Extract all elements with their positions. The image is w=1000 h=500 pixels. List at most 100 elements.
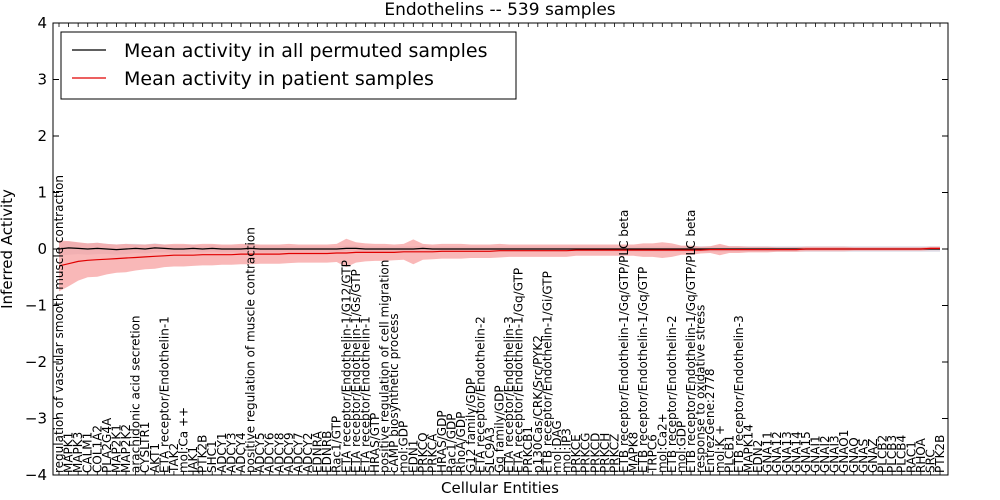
entity-labels: regulation of vascular smooth muscle con… xyxy=(52,175,947,474)
entity-label: ADCY9 xyxy=(282,432,296,473)
entity-label: ETA receptor/Endothelin-1/G12/GTP xyxy=(339,260,353,473)
entity-label: HRAS/GDP xyxy=(435,410,449,473)
entity-label: PRKCD xyxy=(588,433,602,473)
legend: Mean activity in all permuted samples Me… xyxy=(60,31,517,100)
entity-label: MAPK14 xyxy=(742,424,756,473)
entity-label: GNA13 xyxy=(780,431,794,473)
entity-label: MAPK1 xyxy=(62,432,76,473)
entity-label: mol:K + xyxy=(713,425,727,473)
entity-label: SRC xyxy=(923,449,937,473)
entity-label: EDN2 xyxy=(751,440,765,473)
entity-label: GNAZ xyxy=(866,438,880,473)
entity-label: PLCB1 xyxy=(722,435,736,473)
entity-label: ETA receptor/Endothelin-2 xyxy=(473,316,487,473)
y-tick-label: −2 xyxy=(25,353,47,371)
entity-label: EDNRA xyxy=(311,430,325,473)
entity-label: MAP2K2 xyxy=(119,424,133,473)
entity-label: PLA2G4A xyxy=(100,417,114,473)
entity-label: MAP2K1 xyxy=(110,424,124,473)
entity-label: ADCY7 xyxy=(291,432,305,473)
entity-label: response to oxidative stress xyxy=(694,305,708,473)
entity-label: GNAO1 xyxy=(837,430,851,473)
y-axis-title: Inferred Activity xyxy=(0,189,16,309)
entity-label: TRPC6 xyxy=(646,434,660,474)
entity-label: ETB receptor/Endothelin-3 xyxy=(732,315,746,473)
entity-label: ADCY2 xyxy=(301,432,315,473)
y-axis: −4 −3 −2 −1 0 1 2 3 4 xyxy=(25,14,948,484)
entity-label: ADCY1 xyxy=(215,432,229,473)
entity-label: RAC1 xyxy=(904,441,918,473)
entity-label: ETA receptor/Endothelin-1 xyxy=(358,316,372,473)
entity-label: GNAQ xyxy=(847,437,861,473)
entity-label: mol:Ca2+ xyxy=(655,413,669,473)
entity-label: PRKCQ xyxy=(416,432,430,473)
entity-label: positive regulation of cell migration xyxy=(378,260,392,473)
entity-label: ETB receptor/Endothelin-1/Gq/GTP/PLC bet… xyxy=(617,210,631,473)
entity-label: GNA14 xyxy=(789,431,803,473)
entity-label: CALM1 xyxy=(81,432,95,473)
entity-label: PTK2B xyxy=(933,435,947,473)
legend-label-permuted: Mean activity in all permuted samples xyxy=(124,40,487,62)
entity-label: PRKCA xyxy=(426,433,440,473)
entity-label: ETB receptor/Endothelin-1/Gi/GTP xyxy=(540,271,554,473)
entity-label: ADCY3 xyxy=(224,432,238,473)
entity-label: GNA12 xyxy=(770,431,784,473)
entity-label: ETA receptor/Endothelin-1 xyxy=(157,316,171,473)
entity-label: ADCY6 xyxy=(263,432,277,473)
entity-label: G12 family/GDP xyxy=(464,378,478,473)
entity-label: EntrezGene:2778 xyxy=(703,369,717,474)
entity-label: EDN1 xyxy=(406,440,420,473)
y-tick-label: 3 xyxy=(37,71,47,89)
entity-label: MAPK8 xyxy=(627,432,641,473)
entity-label: PRKCZ xyxy=(607,434,621,473)
y-tick-label: 2 xyxy=(37,127,47,145)
entity-label: CYSLTR1 xyxy=(138,422,152,473)
x-axis-ticks xyxy=(58,23,941,475)
entity-label: Rac1/GTP xyxy=(330,416,344,473)
entity-label: JAK1 xyxy=(186,446,200,474)
entity-label: SHC1 xyxy=(205,440,219,473)
entity-label: mol:GDP xyxy=(397,421,411,473)
entity-label: GNA15 xyxy=(799,431,813,473)
y-tick-label: 1 xyxy=(37,184,47,202)
entity-label: PRKCH xyxy=(598,433,612,473)
y-tick-label: 4 xyxy=(37,14,47,32)
entity-label: GNAI3 xyxy=(828,435,842,473)
entity-label: AKT1 xyxy=(148,443,162,473)
entity-label: SLC9A3 xyxy=(483,427,497,473)
entity-label: ADCY8 xyxy=(272,432,286,473)
entity-label: positive regulation of muscle contractio… xyxy=(244,227,258,473)
entity-label: Gq family/GDP xyxy=(493,385,507,473)
entity-label: arachidonic acid secretion xyxy=(129,316,143,473)
entity-label: ETA receptor/Endothelin-3 xyxy=(502,316,516,473)
y-tick-label: −4 xyxy=(25,466,47,484)
y-tick-label: −1 xyxy=(25,297,47,315)
entity-label: GNA11 xyxy=(761,431,775,473)
legend-box xyxy=(60,31,517,100)
entity-label: GNAS xyxy=(856,439,870,473)
entity-label: PLCB4 xyxy=(895,435,909,473)
entity-label: GNAI2 xyxy=(818,435,832,473)
entity-label: TAK2 xyxy=(167,443,181,474)
entity-label: COL1A2 xyxy=(90,425,104,473)
entity-label: RhoA/GDP xyxy=(454,412,468,473)
entity-label: PRKCB1 xyxy=(521,426,535,473)
legend-label-patient: Mean activity in patient samples xyxy=(124,68,434,90)
entity-label: EDNRB xyxy=(320,431,334,473)
entity-label: ETB receptor/Endothelin-1/Gq/GTP/PLC bet… xyxy=(684,210,698,473)
entity-label: ADCY4 xyxy=(234,432,248,473)
entity-label: PRKCG xyxy=(579,433,593,473)
y-tick-label: −3 xyxy=(25,410,47,428)
chart-title: Endothelins -- 539 samples xyxy=(384,0,615,20)
entity-label: PLCB2 xyxy=(876,435,890,473)
entity-label: Rac1/GDP xyxy=(445,413,459,472)
entity-label: ETB receptor/Endothelin-2 xyxy=(665,315,679,473)
entity-label: ETA receptor/Endothelin-1/Gs/GTP xyxy=(349,269,363,473)
entity-label: mol:Ca ++ xyxy=(177,407,191,473)
entity-label: PLCB3 xyxy=(885,435,899,473)
y-tick-label: 0 xyxy=(37,240,47,258)
entity-label: ADCY5 xyxy=(253,432,267,473)
entity-label: PTK2B xyxy=(196,435,210,473)
entity-label: mol:DAG xyxy=(550,420,564,473)
